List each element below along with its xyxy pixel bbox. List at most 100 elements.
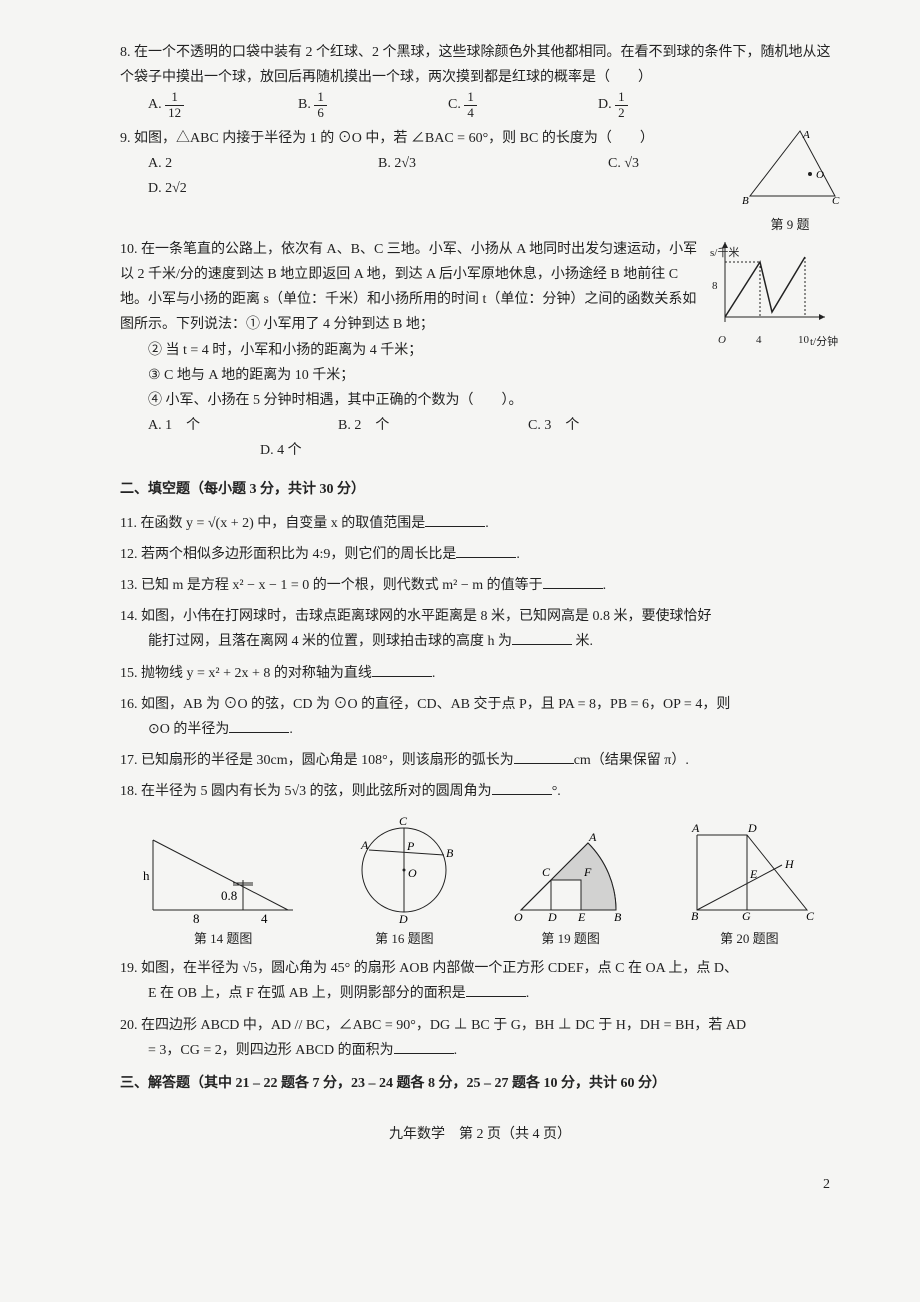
q10-choice-c: C. 3 个 (528, 413, 618, 438)
period: . (289, 722, 293, 737)
q13-text: 13. 已知 m 是方程 x² − x − 1 = 0 的一个根，则代数式 m²… (120, 578, 543, 593)
q10-line4: ④ 小军、小扬在 5 分钟时相遇，其中正确的个数为（ ）。 (120, 388, 840, 413)
q8-choice-c: C. 14 (448, 90, 538, 120)
q20-l2-row: = 3，CG = 2，则四边形 ABCD 的面积为. (120, 1038, 840, 1063)
blank (456, 543, 516, 558)
h-label: h (143, 868, 150, 883)
q9-text: 9. 如图，△ABC 内接于半径为 1 的 ⊙O 中，若 ∠BAC = 60°，… (120, 131, 654, 146)
x4: 4 (756, 331, 762, 351)
fig16-caption: 第 16 题图 (349, 927, 459, 950)
svg-text:P: P (406, 839, 415, 853)
q10-choices: A. 1 个 B. 2 个 C. 3 个 (120, 413, 840, 438)
page-footer: 九年数学 第 2 页（共 4 页） (120, 1122, 840, 1147)
svg-text:B: B (446, 846, 454, 860)
svg-text:E: E (749, 867, 758, 881)
fig20-caption: 第 20 题图 (682, 927, 817, 950)
q14-l1: 14. 如图，小伟在打网球时，击球点距离球网的水平距离是 8 米，已知网高是 0… (120, 604, 840, 629)
q8-choice-a: A. 112 (148, 90, 238, 120)
frac-icon: 14 (464, 90, 477, 120)
q8-choices: A. 112 B. 16 C. 14 D. 12 (120, 90, 840, 120)
svg-text:E: E (577, 910, 586, 924)
svg-text:O: O (408, 866, 417, 880)
frac-icon: 16 (314, 90, 327, 120)
blank (543, 574, 603, 589)
q16-l2: ⊙O 的半径为 (148, 722, 229, 737)
svg-text:C: C (806, 909, 815, 923)
axis-y-label: s/千米 (710, 244, 739, 264)
svg-text:C: C (399, 814, 408, 828)
svg-text:B: B (742, 195, 749, 207)
circle-chord-icon: C A B P O D (349, 815, 459, 920)
q10-choice-b: B. 2 个 (338, 413, 428, 438)
svg-text:4: 4 (261, 911, 268, 926)
q18-text: 18. 在半径为 5 圆内有长为 5√3 的弦，则此弦所对的圆周角为 (120, 784, 492, 799)
q10-choice-d: D. 4 个 (120, 438, 840, 463)
q14-l2-row: 能打过网，且落在离网 4 米的位置，则球拍击球的高度 h 为 米. (120, 629, 840, 654)
blank (466, 982, 526, 997)
svg-text:D: D (398, 912, 408, 926)
exam-page: 8. 在一个不透明的口袋中装有 2 个红球、2 个黑球，这些球除颜色外其他都相同… (120, 40, 840, 1147)
blank (372, 662, 432, 677)
q8-choice-b: B. 16 (298, 90, 388, 120)
period: . (485, 516, 489, 531)
question-12: 12. 若两个相似多边形面积比为 4:9，则它们的周长比是. (120, 542, 840, 567)
q9-choices: A. 2 B. 2√3 C. √3 D. 2√2 (120, 151, 732, 201)
q8-b-label: B. (298, 97, 311, 112)
section-3-title: 三、解答题（其中 21 – 22 题各 7 分，23 – 24 题各 8 分，2… (120, 1071, 840, 1096)
tennis-diagram-icon: h 0.8 8 4 (143, 825, 303, 920)
figure-row: h 0.8 8 4 第 14 题图 C A B P O D 第 16 题图 (120, 815, 840, 951)
q10-choice-a: A. 1 个 (148, 413, 238, 438)
num: 1 (314, 90, 327, 105)
svg-text:G: G (742, 909, 751, 923)
svg-text:B: B (691, 909, 699, 923)
q10-line2: ② 当 t = 4 时，小军和小扬的距离为 4 千米； (120, 338, 840, 363)
q19-l2: E 在 OB 上，点 F 在弧 AB 上，则阴影部分的面积是 (148, 986, 466, 1001)
den: 4 (464, 106, 477, 120)
y8: 8 (712, 277, 718, 297)
q8-choice-d: D. 12 (598, 90, 688, 120)
q17-tail: cm（结果保留 π）. (574, 753, 689, 768)
fig19-caption: 第 19 题图 (506, 927, 636, 950)
svg-text:F: F (583, 865, 592, 879)
q14-tail: 米. (576, 634, 594, 649)
blank (492, 780, 552, 795)
blank (394, 1039, 454, 1054)
q8-d-label: D. (598, 97, 612, 112)
question-8: 8. 在一个不透明的口袋中装有 2 个红球、2 个黑球，这些球除颜色外其他都相同… (120, 40, 840, 120)
frac-icon: 112 (165, 90, 184, 120)
den: 6 (314, 106, 327, 120)
svg-text:A: A (588, 830, 597, 844)
blank (425, 512, 485, 527)
blank (229, 718, 289, 733)
den: 12 (165, 106, 184, 120)
axis-x-label: t/分钟 (810, 333, 838, 353)
period: . (516, 547, 520, 562)
q14-l2: 能打过网，且落在离网 4 米的位置，则球拍击球的高度 h 为 (148, 634, 512, 649)
frac-icon: 12 (615, 90, 628, 120)
svg-text:B: B (614, 910, 622, 924)
q20-l2: = 3，CG = 2，则四边形 ABCD 的面积为 (148, 1043, 394, 1058)
question-16: 16. 如图，AB 为 ⊙O 的弦，CD 为 ⊙O 的直径，CD、AB 交于点 … (120, 692, 840, 742)
svg-text:O: O (816, 169, 824, 181)
fig19-box: A C F O D E B 第 19 题图 (506, 825, 636, 951)
question-19: 19. 如图，在半径为 √5，圆心角为 45° 的扇形 AOB 内部做一个正方形… (120, 956, 840, 1006)
q11-text: 11. 在函数 y = √(x + 2) 中，自变量 x 的取值范围是 (120, 516, 425, 531)
q16-l2-row: ⊙O 的半径为. (120, 717, 840, 742)
period: . (526, 986, 530, 1001)
blank (514, 749, 574, 764)
q20-l1: 20. 在四边形 ABCD 中，AD // BC，∠ABC = 90°，DG ⊥… (120, 1013, 840, 1038)
q19-l2-row: E 在 OB 上，点 F 在弧 AB 上，则阴影部分的面积是. (120, 981, 840, 1006)
svg-text:C: C (832, 195, 840, 207)
svg-text:A: A (691, 821, 700, 835)
q8-c-label: C. (448, 97, 461, 112)
svg-text:O: O (514, 910, 523, 924)
svg-text:H: H (784, 857, 795, 871)
q10-figure: s/千米 8 O 4 10 t/分钟 (710, 237, 840, 339)
question-9: A O B C 第 9 题 9. 如图，△ABC 内接于半径为 1 的 ⊙O 中… (120, 126, 840, 202)
q9-choice-a: A. 2 (148, 151, 238, 176)
origin: O (718, 331, 726, 351)
svg-text:0.8: 0.8 (221, 888, 237, 903)
q16-l1: 16. 如图，AB 为 ⊙O 的弦，CD 为 ⊙O 的直径，CD、AB 交于点 … (120, 692, 840, 717)
svg-text:A: A (802, 129, 810, 141)
question-15: 15. 抛物线 y = x² + 2x + 8 的对称轴为直线. (120, 661, 840, 686)
